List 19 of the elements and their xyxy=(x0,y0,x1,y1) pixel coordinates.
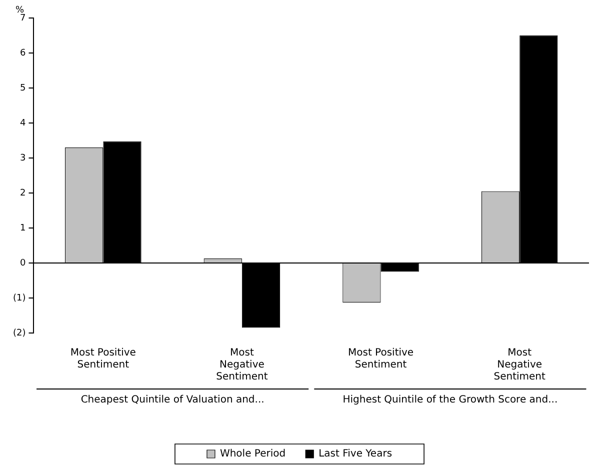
text: Highest Quintile of the Growth Score and... xyxy=(342,394,558,406)
y-tick-label: 5 xyxy=(20,83,26,94)
x-tick-label: Most Negative Sentiment xyxy=(494,348,546,383)
y-tick-label: 6 xyxy=(20,48,26,58)
y-tick-label: 2 xyxy=(20,188,26,198)
x-tick-label: Most Positive Sentiment xyxy=(348,348,414,371)
y-tick-label: 1 xyxy=(20,223,26,234)
y-tick-label: (2) xyxy=(13,328,26,338)
y-tick-label: 3 xyxy=(20,153,26,164)
legend-label: Last Five Years xyxy=(318,448,392,460)
y-axis-title: % xyxy=(15,5,24,16)
y-tick-label: 4 xyxy=(20,118,26,128)
y-tick-label: 7 xyxy=(20,13,26,24)
y-tick-label: 0 xyxy=(20,258,26,268)
text: Cheapest Quintile of Valuation and... xyxy=(80,394,264,406)
y-tick-label: (1) xyxy=(13,293,26,304)
x-tick-label: Most Negative Sentiment xyxy=(216,348,268,383)
x-tick-label: Most Positive Sentiment xyxy=(70,348,136,371)
legend-label: Whole Period xyxy=(220,448,286,460)
